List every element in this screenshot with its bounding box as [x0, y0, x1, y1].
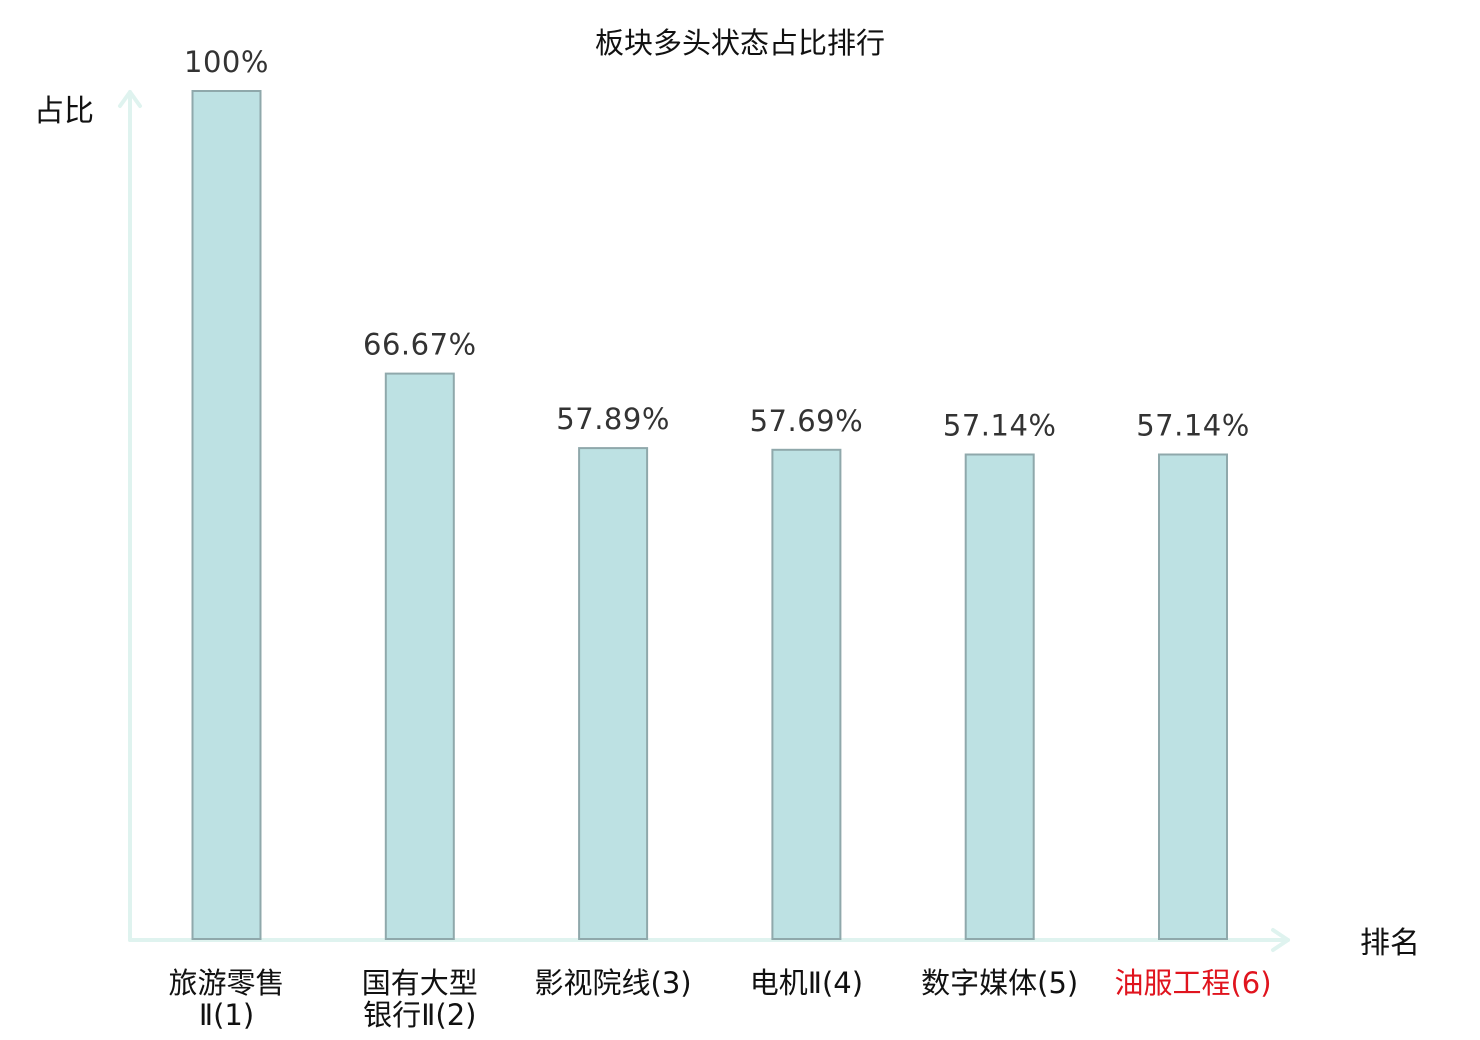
x-tick-label: 国有大型 — [362, 966, 478, 1000]
x-tick-label: 电机Ⅱ(4) — [750, 966, 863, 1000]
y-axis-label: 占比 — [34, 94, 94, 129]
value-labels-group: 100% 66.67% 57.89% 57.69% 57.14% 57.14% — [184, 45, 1250, 443]
bars-group — [191, 90, 1228, 941]
value-label: 57.69% — [750, 404, 864, 438]
x-axis-arrow — [1271, 928, 1290, 952]
value-label: 57.14% — [1136, 409, 1250, 443]
y-axis-arrow — [118, 90, 142, 108]
x-tick-label: 旅游零售 — [168, 966, 284, 1000]
bar — [771, 448, 842, 940]
value-label: 57.89% — [556, 402, 670, 436]
bar — [384, 372, 455, 941]
bar — [964, 453, 1035, 940]
bar — [191, 90, 262, 940]
chart-title: 板块多头状态占比排行 — [595, 26, 885, 60]
value-label: 66.67% — [363, 328, 477, 362]
bar — [578, 447, 649, 940]
x-tick-label: 数字媒体(5) — [921, 966, 1078, 1000]
value-label: 100% — [184, 45, 269, 79]
x-tick-label: 油服工程(6) — [1114, 966, 1271, 1000]
x-tick-label: 银行Ⅱ(2) — [363, 998, 476, 1032]
value-label: 57.14% — [943, 409, 1057, 443]
x-tick-label: 影视院线(3) — [535, 966, 692, 1000]
bar — [1158, 453, 1228, 940]
x-tick-label: Ⅱ(1) — [199, 998, 254, 1032]
x-axis-label: 排名 — [1360, 926, 1420, 961]
